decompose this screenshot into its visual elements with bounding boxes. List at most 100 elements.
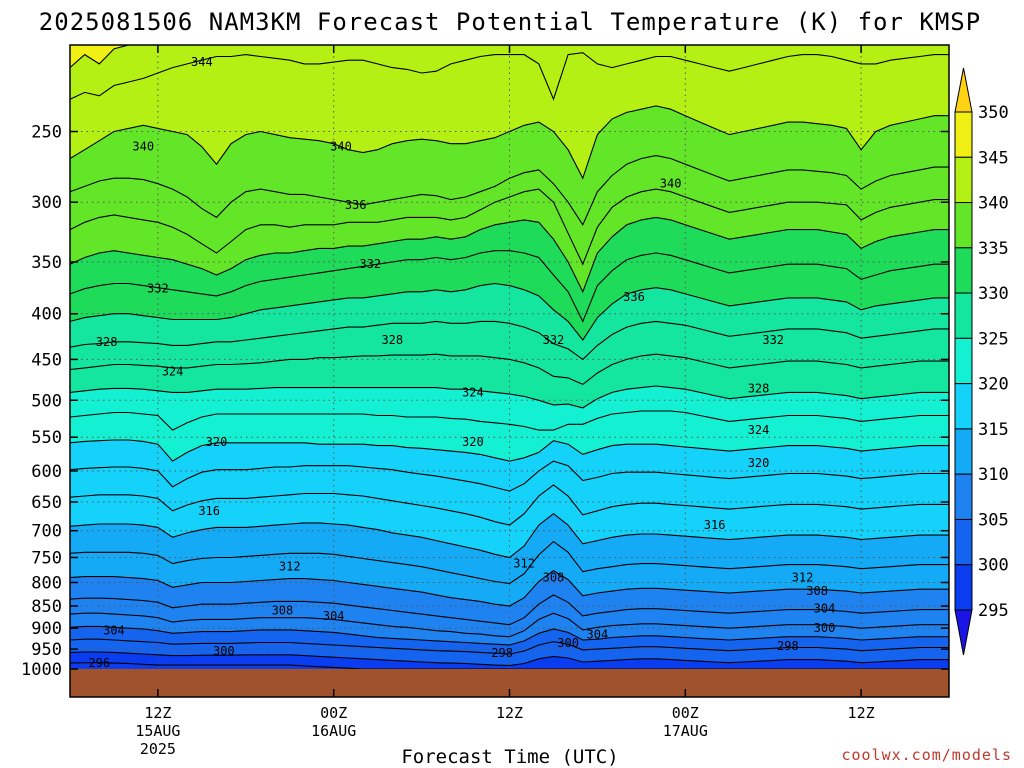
x-tick-label: 12Z (496, 704, 523, 722)
y-tick-label: 850 (31, 597, 62, 617)
isentrope-302 (70, 638, 949, 655)
y-tick-label: 350 (31, 253, 62, 273)
contour-label: 304 (323, 609, 345, 623)
contour-label: 336 (623, 290, 645, 304)
chart-title: 2025081506 NAM3KM Forecast Potential Tem… (39, 8, 981, 36)
isentrope-326 (70, 353, 949, 386)
colorbar-segment (954, 518, 973, 566)
contour-label: 320 (206, 435, 228, 449)
contour-label: 328 (748, 381, 770, 395)
colorbar-segment (954, 292, 973, 339)
y-tick-label: 450 (31, 350, 62, 370)
contour-label: 328 (96, 335, 118, 349)
contour-label: 300 (814, 621, 836, 635)
isentrope-308 (70, 594, 949, 626)
x-tick-label: 00Z (320, 704, 347, 722)
isentrope-322 (70, 410, 949, 431)
isentrope-300 (70, 651, 949, 667)
isentrope-328 (70, 320, 949, 361)
contour-label: 296 (88, 656, 110, 670)
colorbar-label: 305 (978, 510, 1009, 530)
isentrope-306 (70, 612, 949, 638)
y-tick-label: 600 (31, 462, 62, 482)
isentrope-332 (70, 250, 949, 323)
colorbar-label: 330 (978, 284, 1009, 304)
isentrope-320 (70, 439, 949, 462)
y-tick-label: 900 (31, 619, 62, 639)
contour-label: 300 (557, 636, 579, 650)
contour-label: 298 (777, 639, 799, 653)
colorbar-segment (954, 247, 973, 294)
colorbar: 295 300 305 310 315 320 325 330 335 340 345 350 (954, 67, 1009, 656)
contour-label: 324 (748, 423, 770, 437)
y-tick-label: 500 (31, 391, 62, 411)
colorbar-segment (954, 564, 973, 611)
colorbar-arrow-top (954, 67, 973, 113)
isentrope-314 (70, 513, 949, 559)
contour-label: 332 (359, 257, 381, 271)
isentrope-340 (70, 105, 949, 180)
y-tick-label: 550 (31, 428, 62, 448)
y-tick-label: 650 (31, 493, 62, 513)
contour-label-layer: 344 340 340 340 336 332 332 336 328 328 332 332 324 3… (88, 55, 835, 670)
isentrope-338 (70, 155, 949, 226)
contour-label: 340 (132, 140, 154, 154)
contour-label: 324 (162, 364, 184, 378)
colorbar-label: 320 (978, 375, 1009, 395)
isentrope-316 (70, 484, 949, 526)
colorbar-segment (954, 473, 973, 520)
colorbar-label: 350 (978, 103, 1009, 123)
isentrope-342 (70, 52, 949, 101)
isentrope-312 (70, 540, 949, 585)
colorbar-segment (954, 202, 973, 249)
y-tick-label: 250 (31, 123, 62, 143)
contour-label: 304 (814, 602, 836, 616)
y-tick-label: 300 (31, 193, 62, 213)
contour-label: 298 (491, 646, 513, 660)
contour-label: 328 (381, 333, 403, 347)
colorbar-segment (954, 111, 973, 158)
contour-label: 316 (704, 518, 726, 532)
contour-label: 324 (462, 385, 484, 399)
contour-label: 332 (762, 333, 784, 347)
colorbar-label: 335 (978, 239, 1009, 259)
colorbar-label: 325 (978, 329, 1009, 349)
contour-label: 320 (748, 456, 770, 470)
colorbar-label: 295 (978, 601, 1009, 621)
contour-label: 340 (660, 177, 682, 191)
colorbar-label: 340 (978, 194, 1009, 214)
x-axis-label: Forecast Time (UTC) (401, 746, 618, 768)
y-tick-label: 800 (31, 573, 62, 593)
contour-label: 308 (806, 584, 828, 598)
x-tick-label: 00Z (672, 704, 699, 722)
contour-label: 344 (191, 55, 213, 69)
contour-label: 308 (543, 571, 565, 585)
isentrope-304 (70, 625, 949, 646)
contour-label: 336 (345, 198, 367, 212)
y-tick-label: 1000 (21, 660, 62, 680)
contour-label: 308 (272, 604, 294, 618)
isentrope-330 (70, 282, 949, 341)
x-tick-label: 12Z (848, 704, 875, 722)
colorbar-segment (954, 337, 973, 385)
colorbar-segment (954, 156, 973, 204)
credit-text: coolwx.com/models (841, 746, 1012, 764)
colorbar-label: 310 (978, 465, 1009, 485)
x-tick-label: 17AUG (663, 722, 708, 740)
contour-label: 332 (147, 282, 169, 296)
isentrope-318 (70, 460, 949, 492)
contour-label: 316 (198, 504, 220, 518)
y-tick-label: 400 (31, 305, 62, 325)
isentrope-334 (70, 216, 949, 294)
y-axis: 2503003504004505005506006507007508008509… (21, 123, 949, 680)
colorbar-arrow-bottom (954, 609, 973, 656)
y-tick-label: 950 (31, 640, 62, 660)
isentrope-310 (70, 570, 949, 607)
y-tick-label: 700 (31, 522, 62, 542)
x-tick-label: 16AUG (311, 722, 356, 740)
contour-label: 300 (213, 644, 235, 658)
x-tick-label: 12Z (144, 704, 171, 722)
contour-label: 320 (462, 435, 484, 449)
